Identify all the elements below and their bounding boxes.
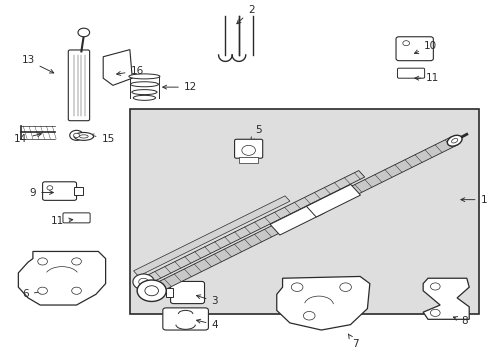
Circle shape xyxy=(72,258,81,265)
Text: 9: 9 xyxy=(30,188,53,198)
Circle shape xyxy=(402,41,409,46)
Circle shape xyxy=(78,28,89,37)
Text: 7: 7 xyxy=(347,334,358,349)
Circle shape xyxy=(303,311,314,320)
Text: 16: 16 xyxy=(117,66,143,76)
Polygon shape xyxy=(269,202,324,235)
Text: 11: 11 xyxy=(414,73,439,83)
Text: 13: 13 xyxy=(21,55,54,73)
Circle shape xyxy=(38,287,47,294)
Text: 6: 6 xyxy=(22,289,43,299)
Circle shape xyxy=(242,145,255,156)
FancyBboxPatch shape xyxy=(395,37,432,61)
Bar xyxy=(239,157,258,163)
Ellipse shape xyxy=(133,95,155,100)
Ellipse shape xyxy=(74,132,93,140)
Text: 1: 1 xyxy=(460,195,486,204)
Ellipse shape xyxy=(450,139,457,143)
Polygon shape xyxy=(422,278,468,319)
FancyBboxPatch shape xyxy=(170,282,204,303)
Text: 15: 15 xyxy=(90,134,115,144)
Text: 4: 4 xyxy=(196,319,218,330)
Text: 5: 5 xyxy=(250,125,261,141)
Circle shape xyxy=(339,283,351,292)
Circle shape xyxy=(429,309,439,316)
FancyBboxPatch shape xyxy=(63,213,90,223)
Circle shape xyxy=(133,274,154,290)
Text: 2: 2 xyxy=(236,5,254,24)
FancyBboxPatch shape xyxy=(397,68,424,78)
Text: 10: 10 xyxy=(414,41,436,54)
Circle shape xyxy=(137,280,166,301)
Ellipse shape xyxy=(447,135,461,146)
FancyBboxPatch shape xyxy=(68,50,89,121)
Bar xyxy=(74,187,82,195)
Bar xyxy=(130,109,478,314)
Text: 3: 3 xyxy=(196,295,218,306)
Polygon shape xyxy=(306,184,360,217)
Circle shape xyxy=(72,287,81,294)
Circle shape xyxy=(74,133,79,138)
Circle shape xyxy=(38,258,47,265)
Polygon shape xyxy=(103,50,132,85)
Text: 11: 11 xyxy=(50,216,73,226)
Polygon shape xyxy=(19,251,105,305)
FancyBboxPatch shape xyxy=(42,182,77,201)
Polygon shape xyxy=(141,171,364,285)
Ellipse shape xyxy=(130,82,158,87)
Text: 8: 8 xyxy=(452,316,467,326)
FancyBboxPatch shape xyxy=(234,139,262,158)
Polygon shape xyxy=(276,276,369,330)
Ellipse shape xyxy=(79,135,88,138)
Circle shape xyxy=(291,283,303,292)
Circle shape xyxy=(70,130,83,140)
Text: 14: 14 xyxy=(14,133,41,144)
Polygon shape xyxy=(133,196,289,276)
Bar xyxy=(166,288,173,297)
Text: 12: 12 xyxy=(163,82,197,92)
Ellipse shape xyxy=(129,74,160,79)
Circle shape xyxy=(139,278,148,285)
Circle shape xyxy=(144,286,158,296)
Circle shape xyxy=(47,186,53,190)
Polygon shape xyxy=(148,137,457,294)
Circle shape xyxy=(429,283,439,290)
Ellipse shape xyxy=(132,90,157,95)
FancyBboxPatch shape xyxy=(163,308,208,330)
